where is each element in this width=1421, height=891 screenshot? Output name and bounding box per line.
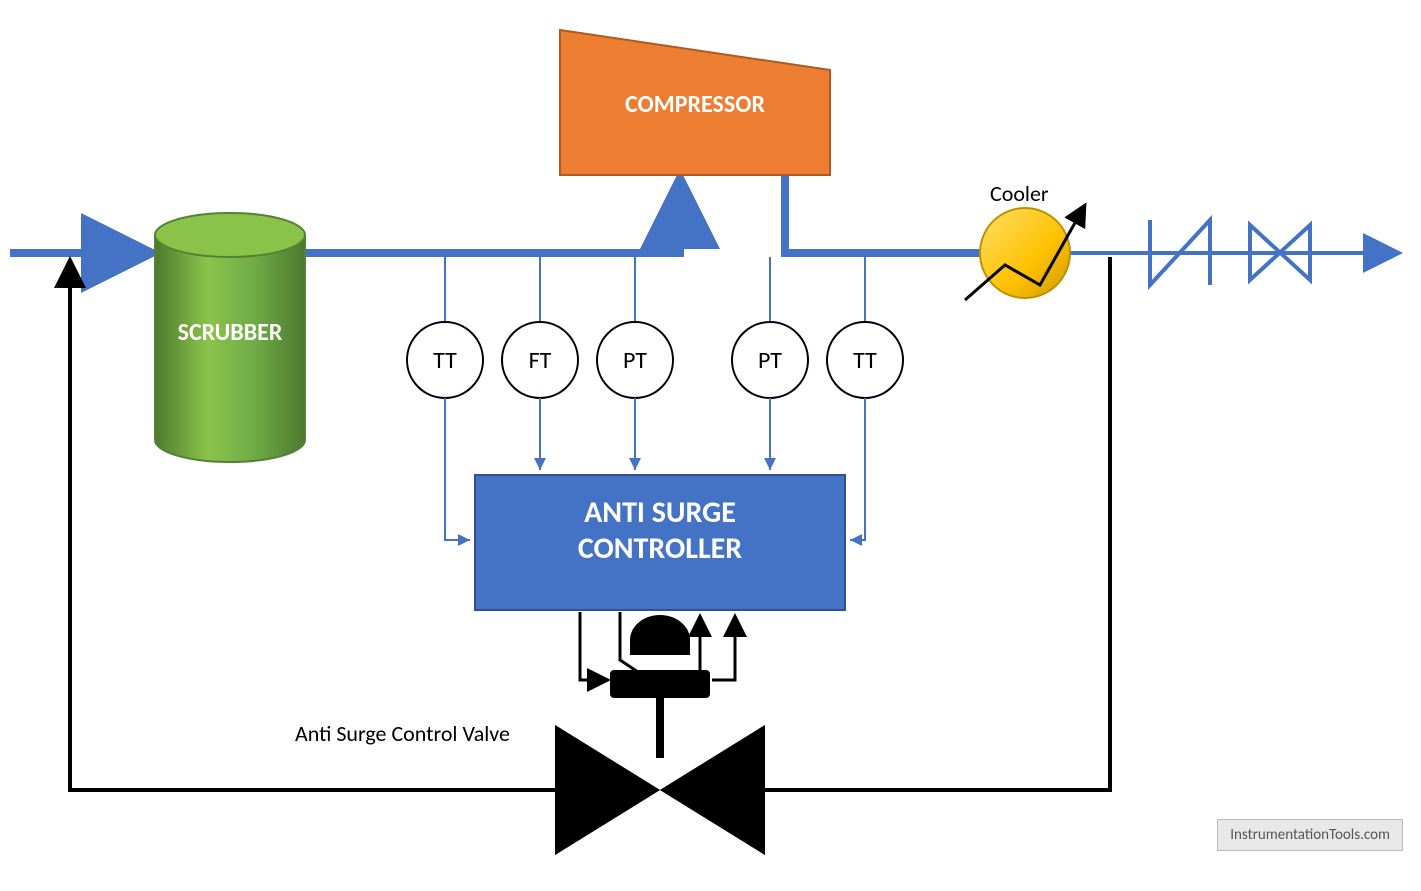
instrument-label-pt2: PT xyxy=(745,346,795,375)
scrubber-label: SCRUBBER xyxy=(155,318,305,347)
controller-label: ANTI SURGE CONTROLLER xyxy=(475,495,845,567)
controller-label-line1: ANTI SURGE xyxy=(584,494,736,531)
diagram-svg xyxy=(0,0,1421,891)
instrument-label-tt2: TT xyxy=(840,346,890,375)
controller-label-line2: CONTROLLER xyxy=(578,530,742,567)
cooler-label: Cooler xyxy=(990,180,1049,207)
instrument-label-tt1: TT xyxy=(420,346,470,375)
cooler xyxy=(965,205,1085,300)
watermark: InstrumentationTools.com xyxy=(1217,819,1403,851)
diagram-canvas: SCRUBBER COMPRESSOR Cooler ANTI SURGE CO… xyxy=(0,0,1421,891)
instruments xyxy=(407,257,903,398)
control-valve-label: Anti Surge Control Valve xyxy=(295,720,510,747)
instrument-label-ft: FT xyxy=(515,346,565,375)
compressor-label: COMPRESSOR xyxy=(565,90,825,119)
instrument-label-pt1: PT xyxy=(610,346,660,375)
